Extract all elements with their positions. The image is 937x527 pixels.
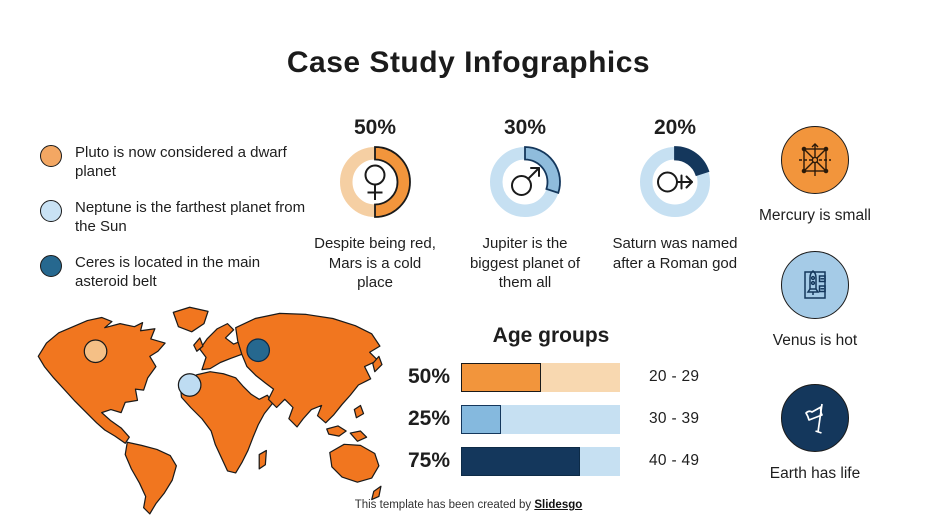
- donut-charts-row: 50% Despite being red, Mars is a cold pl…: [303, 116, 747, 293]
- feature-caption: Earth has life: [769, 465, 861, 482]
- continent-europe: [199, 323, 251, 371]
- donut-block: 30% Jupiter is the biggest planet of the…: [453, 116, 597, 293]
- island-philippines: [353, 404, 365, 419]
- island-indonesia: [326, 425, 347, 437]
- age-bar-track: [461, 446, 620, 476]
- donut-caption: Jupiter is the biggest planet of them al…: [469, 235, 581, 291]
- legend: Pluto is now considered a dwarf planet N…: [40, 143, 315, 308]
- donut-block: 20% Saturn was named after a Roman god: [603, 116, 747, 293]
- donut-caption: Despite being red, Mars is a cold place: [314, 235, 436, 291]
- world-map-svg: [37, 306, 383, 515]
- age-bar-category-label: 20 - 29: [649, 368, 700, 385]
- island-japan: [372, 355, 383, 373]
- age-bar-row: 75% 40 - 49: [398, 446, 699, 476]
- island-uk: [193, 337, 204, 352]
- donut-caption: Saturn was named after a Roman god: [612, 235, 738, 272]
- age-bar-value-label: 75%: [407, 449, 450, 472]
- female-symbol-icon: [364, 164, 386, 200]
- island-greenland: [172, 306, 209, 333]
- age-bar-value-label: 50%: [407, 365, 450, 388]
- island-madagascar: [258, 449, 267, 470]
- mercury-network-icon: [781, 126, 849, 194]
- age-bar-track: [461, 362, 620, 392]
- legend-dot-orange: [40, 145, 62, 167]
- feature-caption: Mercury is small: [759, 207, 871, 224]
- map-marker-ceres: [246, 338, 271, 363]
- continent-africa: [179, 371, 274, 474]
- island-new-zealand: [371, 485, 382, 501]
- legend-item-pluto: Pluto is now considered a dwarf planet: [40, 143, 315, 181]
- age-chart-title: Age groups: [492, 324, 610, 347]
- age-bar-chart: 50% 20 - 29 25% 30 - 39 75% 40 - 49: [398, 362, 699, 488]
- donut-chart: [340, 146, 411, 218]
- age-bar-fill: [461, 446, 581, 476]
- legend-dot-lightblue: [40, 200, 62, 223]
- map-marker-neptune: [177, 373, 202, 397]
- footer-credit: This template has been created by Slides…: [0, 499, 937, 511]
- feature-venus: Venus is hot: [740, 251, 890, 350]
- age-bar-value-label: 25%: [407, 407, 450, 430]
- continent-north-america: [37, 316, 166, 444]
- donut-percent-label: 30%: [503, 116, 547, 139]
- donut-block: 50% Despite being red, Mars is a cold pl…: [303, 116, 447, 293]
- page-title: Case Study Infographics: [286, 46, 651, 79]
- donut-percent-label: 20%: [653, 116, 697, 139]
- legend-item-ceres: Ceres is located in the main asteroid be…: [40, 253, 315, 291]
- age-bar-track: [461, 404, 620, 434]
- island-new-guinea: [349, 430, 368, 442]
- continent-asia: [235, 312, 381, 428]
- age-bar-category-label: 30 - 39: [649, 410, 700, 427]
- feature-earth: Earth has life: [740, 384, 890, 483]
- male-stroke-symbol-icon: [657, 171, 693, 193]
- legend-dot-darkblue: [40, 255, 62, 278]
- age-bar-fill: [461, 404, 501, 434]
- donut-chart: [490, 146, 561, 217]
- age-bar-category-label: 40 - 49: [649, 452, 700, 469]
- age-bar-row: 25% 30 - 39: [398, 404, 699, 434]
- donut-percent-label: 50%: [353, 116, 397, 139]
- feature-mercury: Mercury is small: [740, 126, 890, 225]
- male-symbol-icon: [511, 167, 540, 196]
- age-bar-row: 50% 20 - 29: [398, 362, 699, 392]
- slidesgo-link[interactable]: Slidesgo: [534, 499, 583, 511]
- legend-label: Pluto is now considered a dwarf planet: [75, 144, 287, 181]
- continent-australia: [329, 443, 380, 483]
- legend-label: Neptune is the farthest planet from the …: [75, 199, 306, 236]
- earth-flag-icon: [781, 384, 849, 452]
- legend-item-neptune: Neptune is the farthest planet from the …: [40, 198, 315, 236]
- donut-chart: [640, 146, 710, 217]
- venus-rocket-icon: [781, 251, 849, 319]
- world-map: [26, 300, 384, 515]
- map-marker-pluto: [83, 339, 108, 364]
- continent-south-america: [124, 441, 177, 515]
- feature-caption: Venus is hot: [772, 332, 858, 349]
- legend-label: Ceres is located in the main asteroid be…: [75, 254, 261, 291]
- age-bar-fill: [461, 362, 541, 392]
- footer-text: This template has been created by: [354, 499, 535, 511]
